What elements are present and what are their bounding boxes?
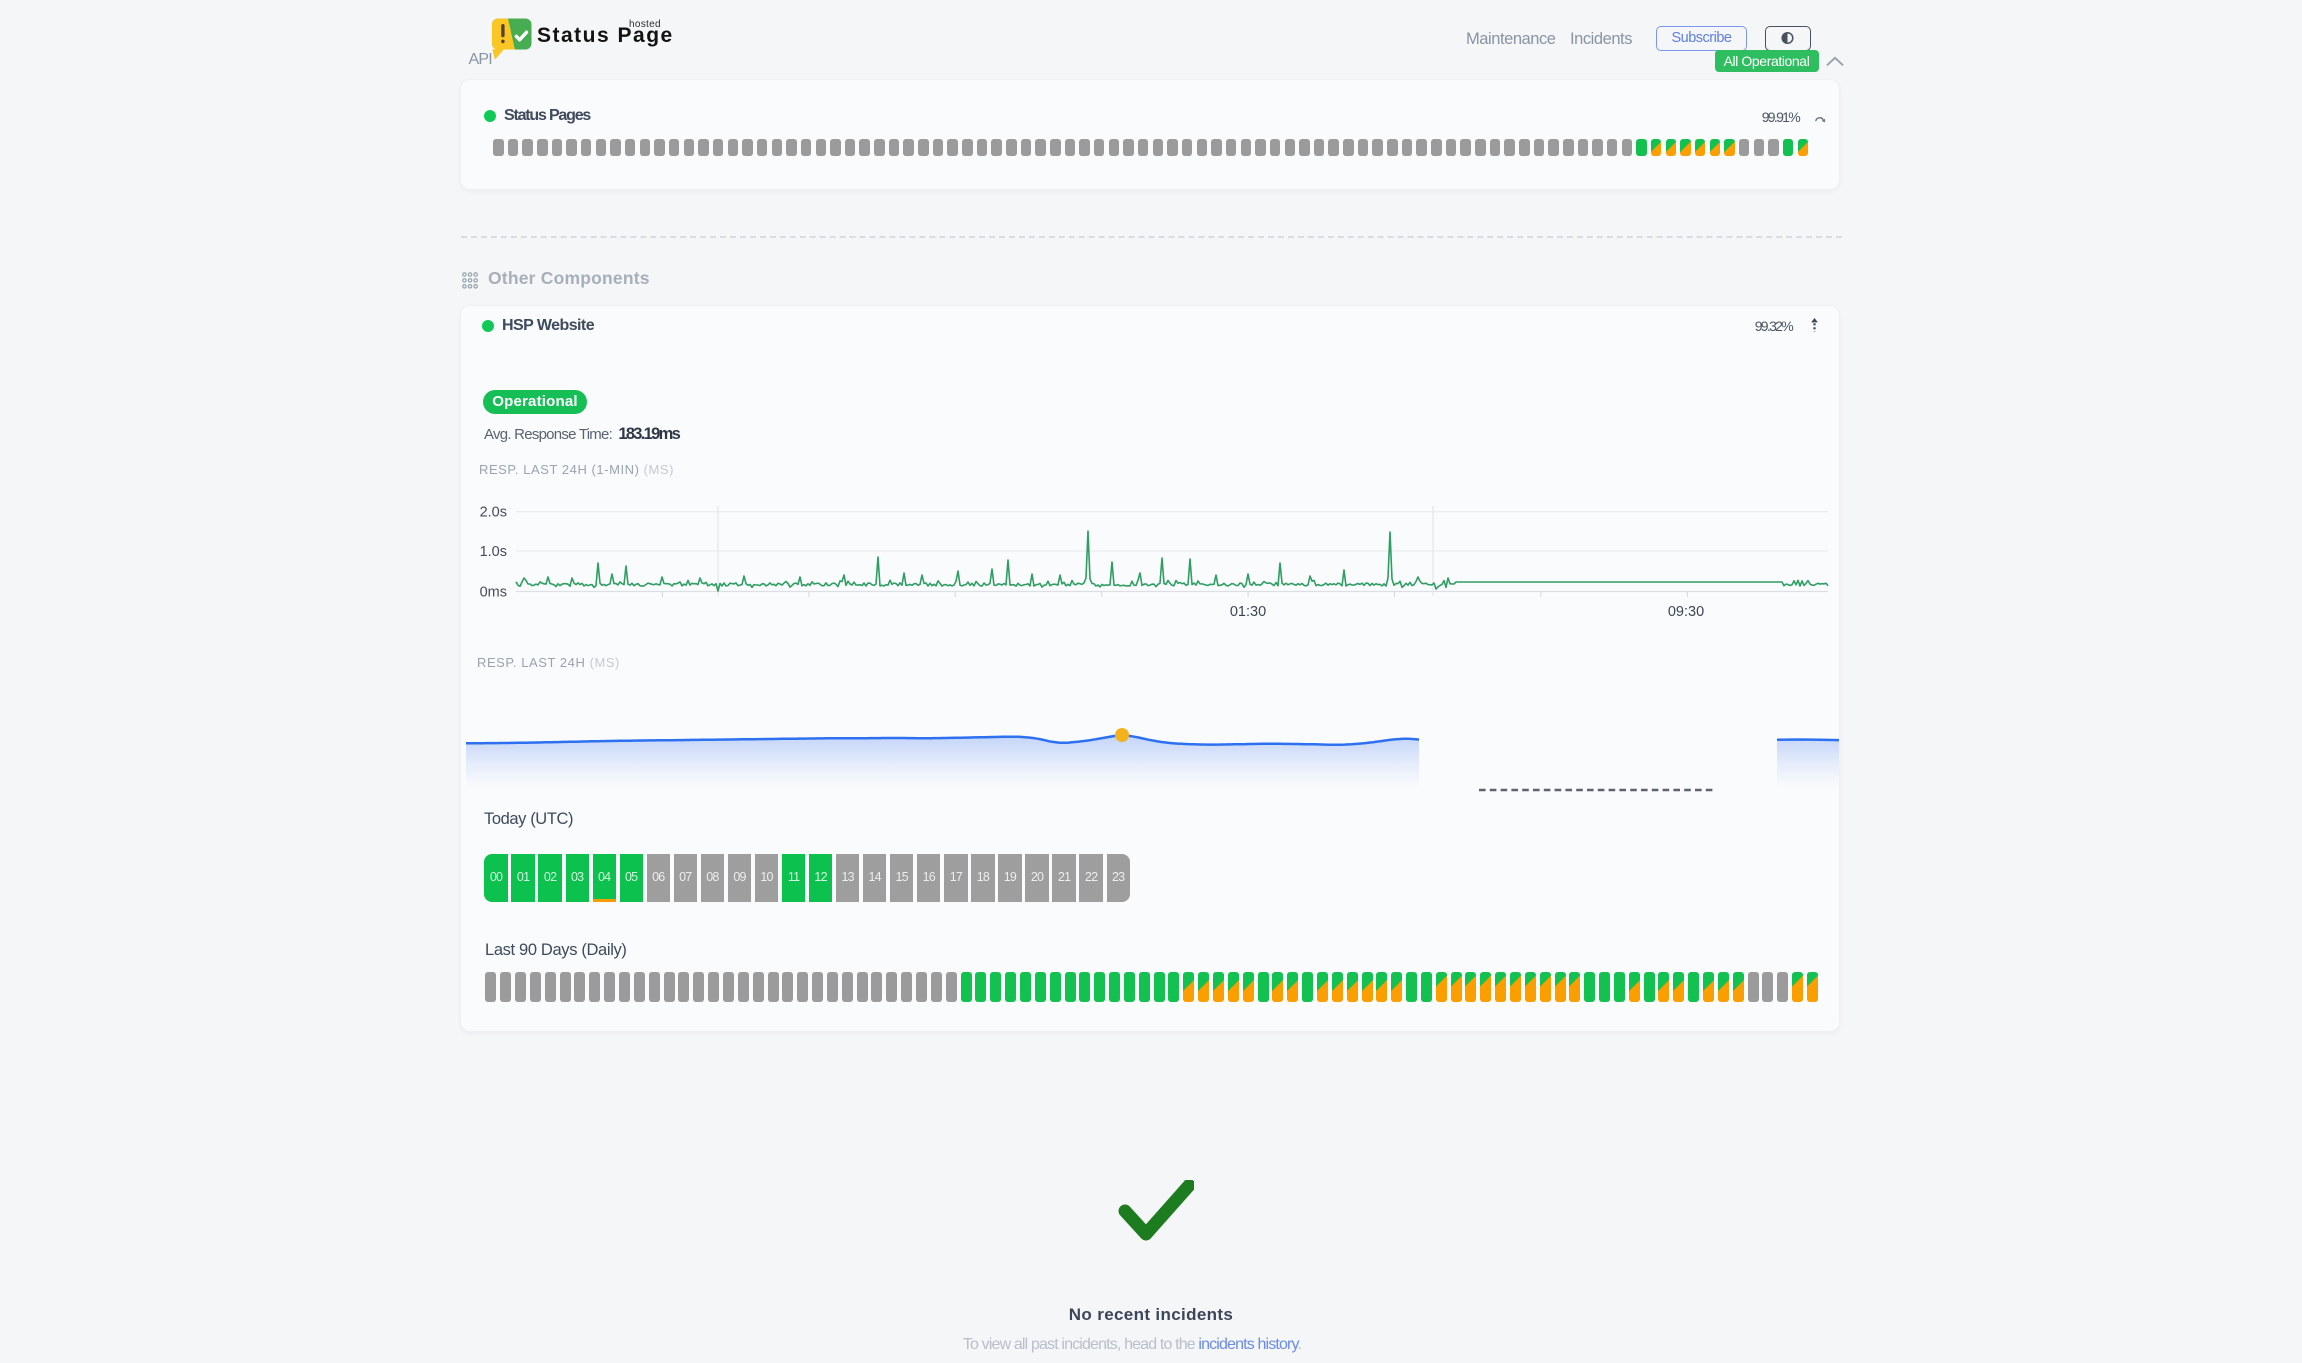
svg-text:2.0s: 2.0s xyxy=(480,505,507,521)
svg-text:09:30: 09:30 xyxy=(1668,604,1704,620)
svg-text:1.0s: 1.0s xyxy=(480,544,507,560)
svg-text:0ms: 0ms xyxy=(480,585,507,601)
svg-text:01:30: 01:30 xyxy=(1230,604,1266,620)
